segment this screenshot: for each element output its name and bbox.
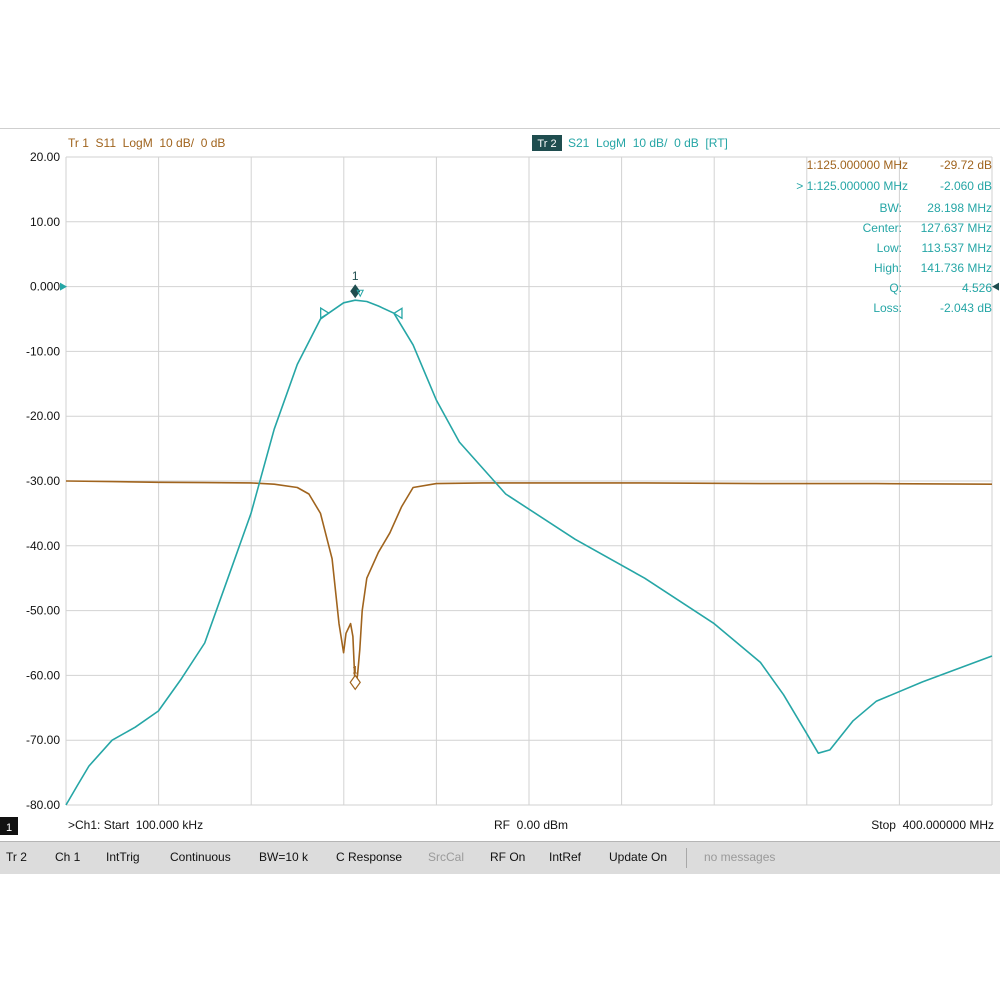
reference-level-left-arrow [60,282,67,291]
marker1-s21-value: -2.060 dB [940,179,992,193]
marker1-s11-number: 1 [352,664,358,676]
statusbar-separator [686,848,687,868]
markers: 11 [320,269,403,691]
marker1-s21-label: > 1:125.000000 MHz [796,179,908,193]
y-tick-label: -60.00 [26,668,60,682]
y-tick-label: 0.000 [30,280,60,294]
y-axis-tick-labels: 20.00 10.00 0.000 -10.00 -20.00 -30.00 -40.00 -… [26,150,999,812]
marker1-s11-label: 1:125.000000 MHz [807,158,908,172]
statusbar-continuous[interactable]: Continuous [170,850,231,864]
rf-power[interactable]: RF 0.00 dBm [494,818,568,832]
trace1-header[interactable]: Tr 1 S11 LogM 10 dB/ 0 dB [68,136,225,150]
bw-stat-label: Low: [877,241,902,255]
bw-stat-value: 127.637 MHz [921,221,992,235]
trace2-badge-label: Tr 2 [537,138,556,150]
y-tick-label: -70.00 [26,733,60,747]
y-tick-label: -40.00 [26,539,60,553]
bandwidth-left-marker [320,306,330,320]
statusbar-srccal[interactable]: SrcCal [428,850,465,864]
marker1-s21-diamond [350,284,361,299]
reference-level-right-arrow [992,282,999,291]
stop-frequency[interactable]: Stop 400.000000 MHz [871,818,994,832]
bw-stat-value: 141.736 MHz [921,261,992,275]
y-tick-label: -10.00 [26,344,60,358]
statusbar-intref[interactable]: IntRef [549,850,582,864]
bw-stat-value: 28.198 MHz [927,201,992,215]
y-tick-label: 10.00 [30,215,60,229]
bandwidth-right-marker [392,307,403,320]
trace2-active-badge[interactable] [532,135,562,151]
statusbar-tr-2[interactable]: Tr 2 [6,850,27,864]
y-tick-label: 20.00 [30,150,60,164]
bw-stat-label: Center: [863,221,902,235]
trace-s21 [65,299,993,806]
start-frequency[interactable]: >Ch1: Start 100.000 kHz [68,818,203,832]
y-tick-label: -20.00 [26,409,60,423]
bw-stat-label: High: [874,261,902,275]
marker1-s11-value: -29.72 dB [940,158,992,172]
grid-lines [65,156,993,806]
marker1-s21-number: 1 [352,269,359,283]
statusbar-inttrig[interactable]: IntTrig [106,850,140,864]
statusbar-update-on[interactable]: Update On [609,850,668,864]
measurement-plot[interactable]: 20.00 10.00 0.000 -10.00 -20.00 -30.00 -40.00 -… [0,129,1000,841]
statusbar-rf-on[interactable]: RF On [490,850,526,864]
status-bar: Tr 2 Ch 1 IntTrig Continuous BW=10 k C Respon… [0,841,1000,874]
bw-stat-value: 4.526 [962,281,992,295]
bw-stat-value: 113.537 MHz [922,241,992,255]
channel-badge-label: 1 [6,822,12,834]
statusbar-no-messages: no messages [704,850,776,864]
trace2-header[interactable]: S21 LogM 10 dB/ 0 dB [RT] [568,136,728,150]
marker1-s21-pointer [356,289,365,298]
marker1-s11-diamond [349,674,361,691]
y-tick-label: -30.00 [26,474,60,488]
bw-stat-label: Loss: [873,301,902,315]
y-tick-label: -80.00 [26,798,60,812]
vna-display: 20.00 10.00 0.000 -10.00 -20.00 -30.00 -40.00 -… [0,128,1000,874]
bw-stat-label: BW: [880,201,902,215]
statusbar-bw-10-k[interactable]: BW=10 k [259,850,309,864]
bw-stat-value: -2.043 dB [940,301,992,315]
y-tick-label: -50.00 [26,604,60,618]
channel-badge[interactable] [0,817,18,835]
statusbar-ch-1[interactable]: Ch 1 [55,850,81,864]
bandwidth-stats: BW: 28.198 MHz Center: 127.637 MHz Low: 113.5… [863,201,993,315]
bw-stat-label: Q: [889,281,902,295]
statusbar-c-response[interactable]: C Response [336,850,403,864]
